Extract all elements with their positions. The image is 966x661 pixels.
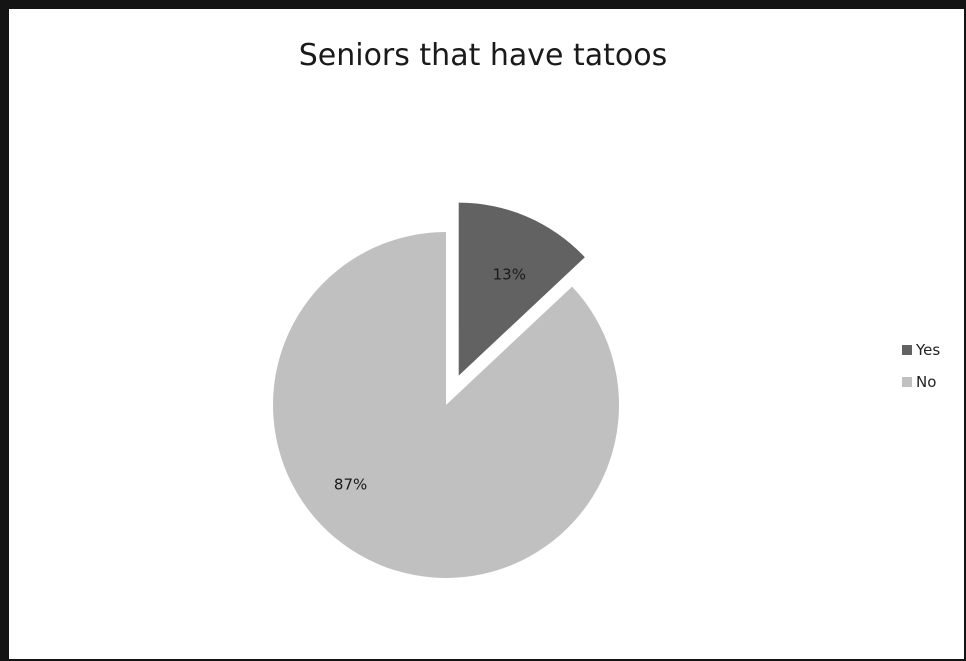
data-label-yes: 13% [493,266,526,284]
legend-item-yes: Yes [902,340,940,360]
legend-swatch-yes [902,345,912,355]
pie-slice-yes [458,202,585,376]
data-label-no: 87% [334,476,367,494]
legend-label-no: No [916,373,937,391]
legend-label-yes: Yes [916,341,941,359]
legend-item-no: No [902,372,940,392]
legend: Yes No [902,340,940,404]
legend-swatch-no [902,377,912,387]
chart-title: Seniors that have tatoos [298,38,668,73]
pie-slice-no [272,232,619,578]
